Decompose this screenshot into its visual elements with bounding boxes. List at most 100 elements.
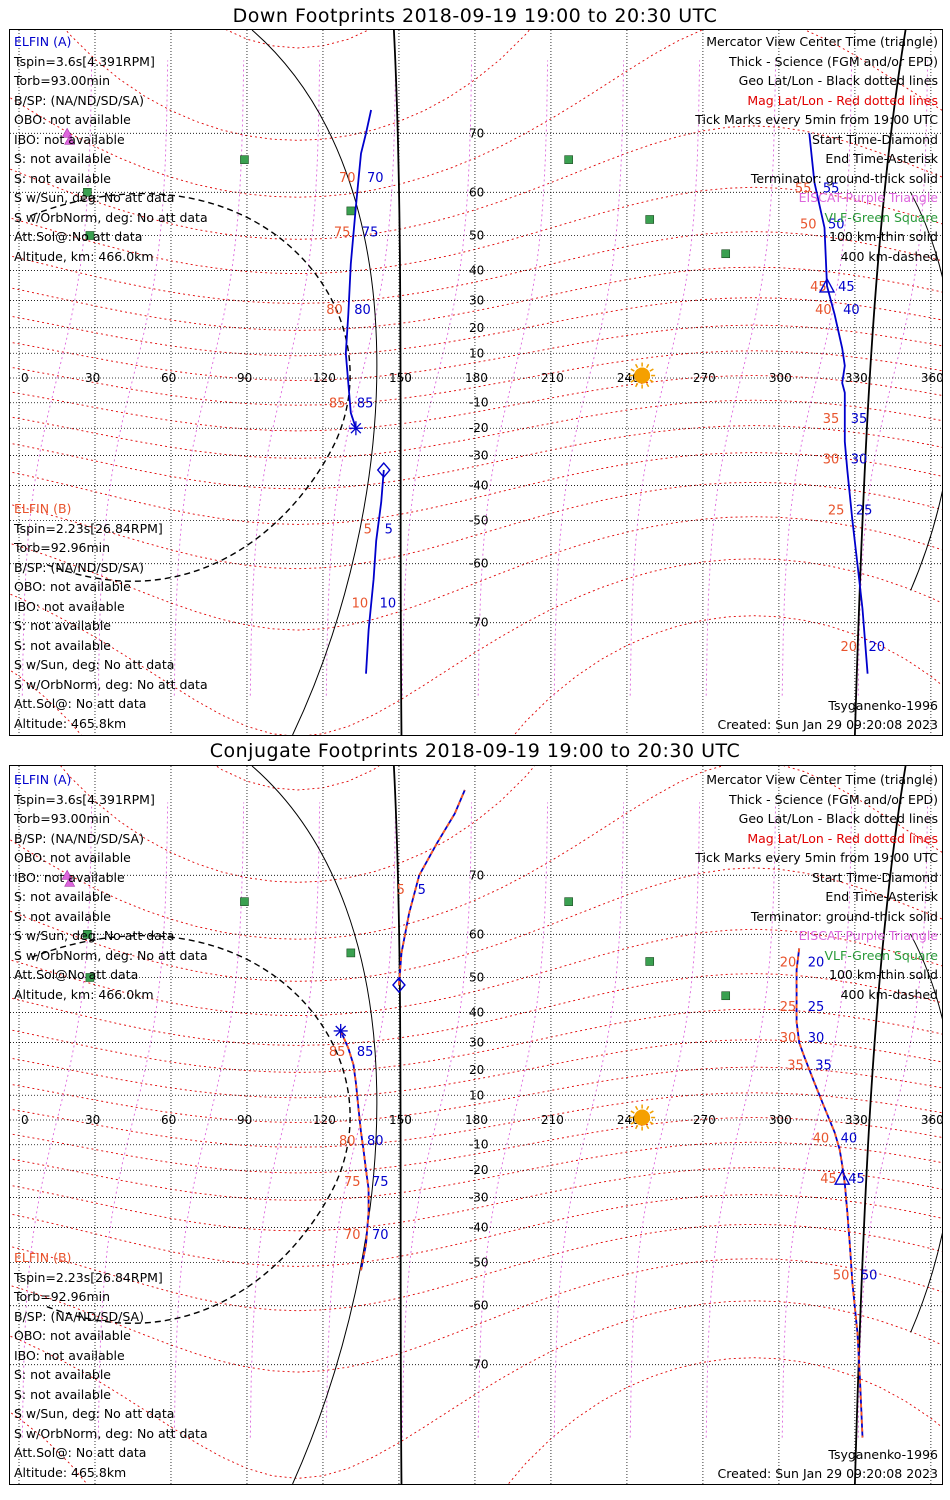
att-sol: Att.Sol@:No att data [14, 229, 143, 244]
track-tick-label-b: 35 [823, 412, 840, 427]
lat-tick-label: -30 [469, 1190, 489, 1204]
legend-ticks: Tick Marks every 5min from 19:00 UTC [695, 112, 938, 127]
bsp: B/SP: (NA/ND/SD/SA) [14, 559, 144, 575]
obo: OBO: not available [14, 1328, 131, 1343]
s-sun: S w/Sun, deg: No att data [14, 1406, 175, 1421]
lon-tick-label: 240 [617, 371, 640, 385]
legend-400km: 400 km-dashed [840, 248, 938, 264]
track-tick-label-a: 80 [367, 1134, 384, 1149]
s-2: S: not available [14, 1386, 111, 1402]
end-time-asterisk [348, 421, 363, 436]
sun-icon [629, 362, 656, 389]
track-tick-label-b: 85 [329, 1045, 346, 1060]
torb: Torb=93.00min [14, 811, 111, 826]
tspin: Tspin=3.6s[4.391RPM] [14, 53, 155, 69]
model-label: Tsyganenko-1996 [828, 1447, 938, 1462]
tspin: Tspin=2.23s[26.84RPM] [14, 520, 163, 536]
altitude: Altitude: 465.8km [14, 715, 127, 731]
track-tick-label-b: 30 [780, 1031, 797, 1046]
lon-tick-label: 210 [541, 1113, 564, 1127]
legend-eiscat: EISCAT-Purple Triangle [798, 190, 938, 205]
s-2: S: not available [14, 637, 111, 653]
conjugate-footprints-map: 0 30 60 90 120 150 180 210 240 270 300 330 360706050… [10, 766, 942, 1484]
lat-tick-label: 30 [469, 294, 484, 308]
track-tick-label-a: 5 [418, 883, 426, 898]
lat-tick-label: 10 [469, 346, 484, 360]
track-tick-label-a: 25 [808, 1000, 825, 1015]
conjugate-west-track: 85 85 80 80 75 75 70 70 [329, 1030, 389, 1271]
conjugate-footprints-panel: 0 30 60 90 120 150 180 210 240 270 300 330 360 70 60 50… [9, 765, 943, 1485]
s-2: S: not available [14, 170, 111, 186]
terminator [31, 766, 942, 1484]
vlf-site-marker [721, 249, 731, 259]
s-1: S: not available [14, 151, 111, 166]
track-tick-label-b: 20 [840, 640, 857, 655]
elfin-a-info: ELFIN (A) Tspin=3.6s[4.391RPM] Torb=93.0… [14, 770, 208, 1004]
legend-vlf: VLF-Green Square [824, 209, 938, 225]
s-orbnorm: S w/OrbNorm, deg: No att data [14, 947, 208, 963]
vlf-site-marker [645, 215, 655, 224]
lon-tick-label: 150 [389, 1113, 412, 1127]
track-tick-label-b: 40 [815, 303, 832, 318]
bottom-panel-title: Conjugate Footprints 2018-09-19 19:00 to… [209, 740, 741, 762]
vlf-site-marker [346, 206, 356, 216]
lon-tick-label: 0 [21, 371, 29, 385]
start-time-diamond [392, 976, 406, 994]
att-sol: Att.Sol@: No att data [14, 696, 147, 711]
altitude: Altitude: 465.8km [14, 1464, 127, 1480]
elfin-b-label: ELFIN (B) [14, 1250, 72, 1265]
lat-tick-label: 30 [469, 1036, 484, 1050]
legend-100km: 100 km-thin solid [829, 967, 938, 982]
track-tick-label-b: 70 [344, 1228, 361, 1243]
lon-tick-label: 60 [161, 1113, 176, 1127]
legend-end: End Time-Asterisk [825, 889, 938, 904]
legend-start: Start Time-Diamond [811, 131, 938, 147]
track-tick-label-a: 40 [843, 303, 860, 318]
track-tick-label-b: 25 [828, 503, 845, 518]
lon-tick-label: 300 [769, 371, 792, 385]
ibo: IBO: not available [14, 1347, 125, 1363]
obo: OBO: not available [14, 579, 131, 594]
lon-tick-label: 270 [693, 1113, 716, 1127]
lat-tick-label: 20 [469, 1063, 484, 1077]
track-tick-label-b: 75 [334, 226, 351, 241]
lon-tick-label: 120 [313, 371, 336, 385]
vlf-site-marker [85, 973, 95, 982]
track-tick-label-a: 5 [385, 522, 393, 537]
legend-center-time: Mercator View Center Time (triangle) [706, 34, 938, 49]
track-tick-label-a: 85 [357, 1045, 374, 1060]
created-label: Created: Sun Jan 29 09:20:08 2023 [717, 1466, 938, 1481]
lat-tick-label: 20 [469, 321, 484, 335]
tspin: Tspin=2.23s[26.84RPM] [14, 1269, 163, 1285]
vlf-site-marker [240, 897, 249, 906]
elfin-east-track: 55 55 50 50 45 45 40 40 35 35 30 30 25 25 20 20 [795, 133, 885, 674]
track-tick-label-a: 70 [372, 1228, 389, 1243]
track-tick-label-b: 30 [823, 452, 840, 467]
s-1: S: not available [14, 618, 111, 633]
lat-tick-label: -40 [469, 479, 489, 493]
tspin: Tspin=3.6s[4.391RPM] [14, 791, 155, 807]
track-tick-label-b: 25 [780, 1000, 797, 1015]
bsp: B/SP: (NA/ND/SD/SA) [14, 1308, 144, 1324]
conjugate-east-track: 20 20 25 25 30 30 35 35 40 40 45 45 50 50 [780, 948, 877, 1438]
track-tick-label-b: 50 [833, 1268, 850, 1283]
bsp: B/SP: (NA/ND/SD/SA) [14, 92, 144, 108]
vlf-site-marker [83, 930, 92, 939]
legend-end: End Time-Asterisk [825, 151, 938, 166]
torb: Torb=92.96min [14, 1289, 111, 1304]
geo-grid [10, 766, 942, 1484]
s-orbnorm: S w/OrbNorm, deg: No att data [14, 209, 208, 225]
lon-tick-label: 90 [237, 1113, 252, 1127]
track-tick-label-a: 45 [848, 1172, 865, 1187]
track-tick-label-b: 80 [326, 303, 343, 318]
elfin-a-label: ELFIN (A) [14, 34, 72, 49]
track-tick-label-a: 35 [851, 412, 868, 427]
track-tick-label-b: 85 [329, 397, 346, 412]
track-tick-label-a: 45 [838, 280, 855, 295]
track-tick-label-a: 35 [815, 1058, 832, 1073]
altitude: Altitude, km: 466.0km [14, 248, 154, 264]
track-tick-label-a: 70 [367, 171, 384, 186]
lat-tick-label: 50 [469, 228, 484, 242]
legend-mag: Mag Lat/Lon - Red dotted lines [747, 92, 938, 108]
lon-tick-label: 300 [769, 1113, 792, 1127]
